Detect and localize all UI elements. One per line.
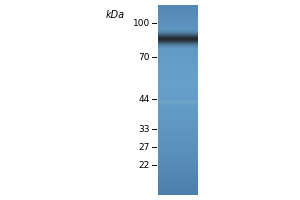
Text: 22: 22 [139, 160, 150, 170]
Text: 27: 27 [139, 142, 150, 152]
Text: 100: 100 [133, 19, 150, 27]
Text: 70: 70 [139, 52, 150, 62]
Text: kDa: kDa [106, 10, 125, 20]
Text: 33: 33 [139, 124, 150, 134]
Text: 44: 44 [139, 95, 150, 104]
